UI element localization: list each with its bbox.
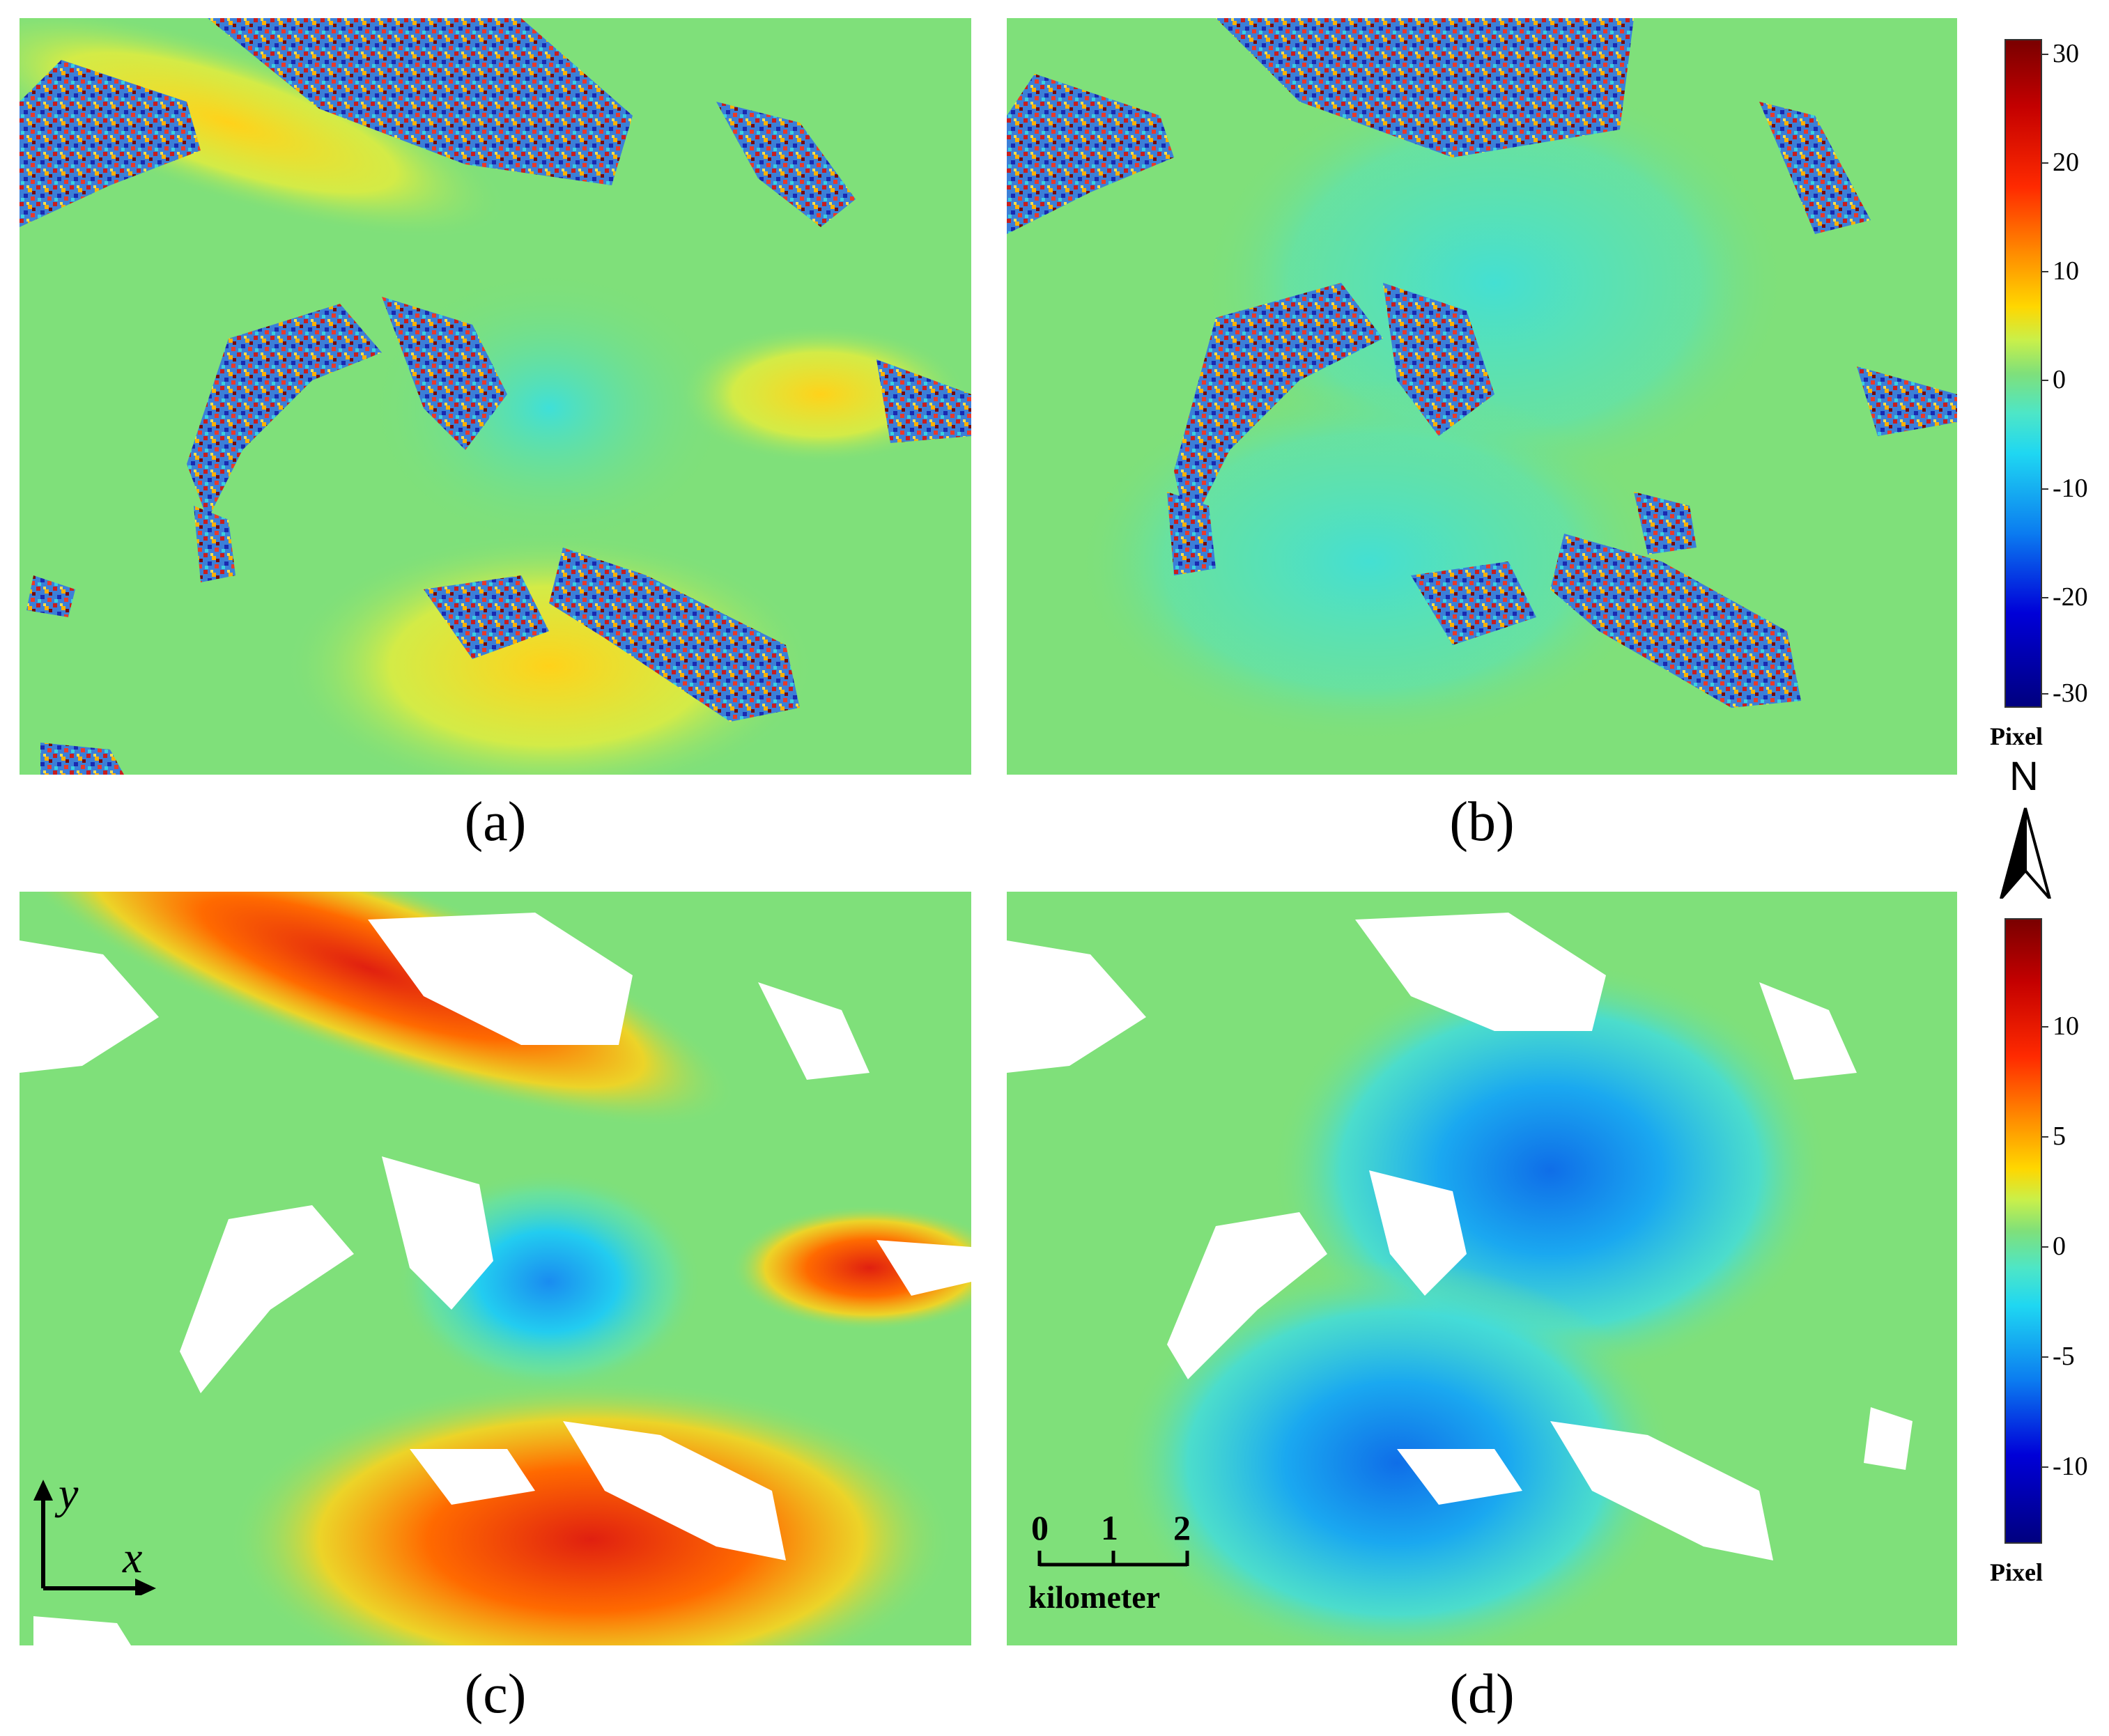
scale-bar-unit: kilometer bbox=[1028, 1579, 1161, 1615]
colorbar-top bbox=[2004, 39, 2042, 708]
colorbar-top-tick: -30 bbox=[2041, 679, 2088, 708]
map-panel-b bbox=[1007, 18, 1957, 775]
panel-caption-c: (c) bbox=[464, 1664, 527, 1725]
map-panel-d bbox=[1007, 892, 1957, 1645]
map-panel-c bbox=[20, 892, 971, 1645]
axis-x-label: x bbox=[123, 1533, 143, 1582]
colorbar-bottom-tick: 0 bbox=[2041, 1232, 2066, 1261]
axis-y-label: y bbox=[59, 1468, 79, 1518]
north-label: N bbox=[2009, 754, 2039, 799]
colorbar-top-tick: 20 bbox=[2041, 148, 2079, 177]
displacement-map-c bbox=[20, 892, 971, 1645]
colorbar-top-tick: 30 bbox=[2041, 39, 2079, 68]
displacement-map-a bbox=[20, 18, 971, 775]
colorbar-top-tick: -10 bbox=[2041, 474, 2088, 503]
colorbar-top-unit: Pixel bbox=[1990, 722, 2043, 750]
displacement-map-d bbox=[1007, 892, 1957, 1645]
scale-bar-tick: 2 bbox=[1173, 1508, 1191, 1547]
north-arrow-icon bbox=[2000, 807, 2051, 899]
colorbar-bottom-tick: -5 bbox=[2041, 1342, 2075, 1371]
map-panel-a bbox=[20, 18, 971, 775]
colorbar-bottom-tick: -10 bbox=[2041, 1452, 2088, 1481]
panel-caption-d: (d) bbox=[1449, 1664, 1515, 1725]
axes-indicator-icon bbox=[33, 1480, 156, 1595]
colorbar-top-tick: 10 bbox=[2041, 256, 2079, 286]
colorbar-bottom-tick: 5 bbox=[2041, 1122, 2066, 1151]
panel-caption-a: (a) bbox=[464, 791, 527, 853]
colorbar-bottom-unit: Pixel bbox=[1990, 1558, 2043, 1586]
colorbar-top-tick: 0 bbox=[2041, 365, 2066, 394]
colorbar-bottom-tick: 10 bbox=[2041, 1012, 2079, 1041]
colorbar-top-tick: -20 bbox=[2041, 582, 2088, 612]
scale-bar-icon bbox=[1037, 1551, 1189, 1567]
displacement-map-b bbox=[1007, 18, 1957, 775]
scale-bar-tick: 1 bbox=[1101, 1508, 1118, 1547]
panel-caption-b: (b) bbox=[1449, 791, 1515, 853]
colorbar-bottom bbox=[2004, 918, 2042, 1544]
scale-bar-tick: 0 bbox=[1031, 1508, 1049, 1547]
